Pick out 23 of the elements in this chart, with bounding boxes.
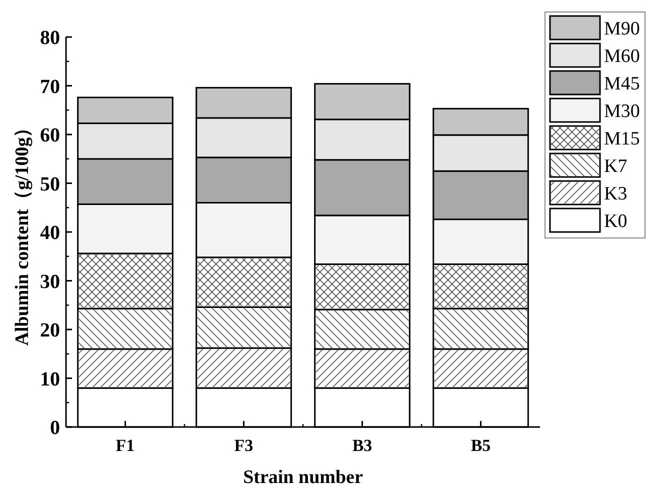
y-tick-label: 40 (40, 222, 60, 244)
legend-label: M30 (604, 101, 640, 122)
y-tick-label: 60 (40, 124, 60, 146)
x-tick-label: B5 (470, 436, 491, 455)
y-tick-label: 20 (40, 320, 60, 342)
y-tick-label: 0 (50, 417, 60, 439)
x-tick-label: B3 (352, 436, 372, 455)
x-tick-label: F3 (234, 436, 254, 455)
legend-label: M15 (604, 128, 640, 150)
y-tick-label: 50 (40, 173, 60, 196)
legend-label: K0 (604, 211, 628, 232)
legend-label: M90 (604, 18, 640, 40)
x-tick-label: F1 (116, 436, 135, 455)
legend-label: M45 (604, 74, 640, 94)
y-tick-label: 10 (40, 368, 60, 390)
y-axis-title: Albumin content（g/100g） (12, 118, 33, 346)
y-tick-label: 30 (40, 270, 60, 293)
legend-label: K7 (604, 156, 628, 177)
x-axis-title: Strain number (243, 467, 364, 488)
legend-label: M60 (604, 46, 640, 67)
y-tick-label: 80 (40, 27, 60, 49)
legend-label: K3 (604, 184, 628, 204)
y-tick-label: 70 (40, 76, 60, 98)
